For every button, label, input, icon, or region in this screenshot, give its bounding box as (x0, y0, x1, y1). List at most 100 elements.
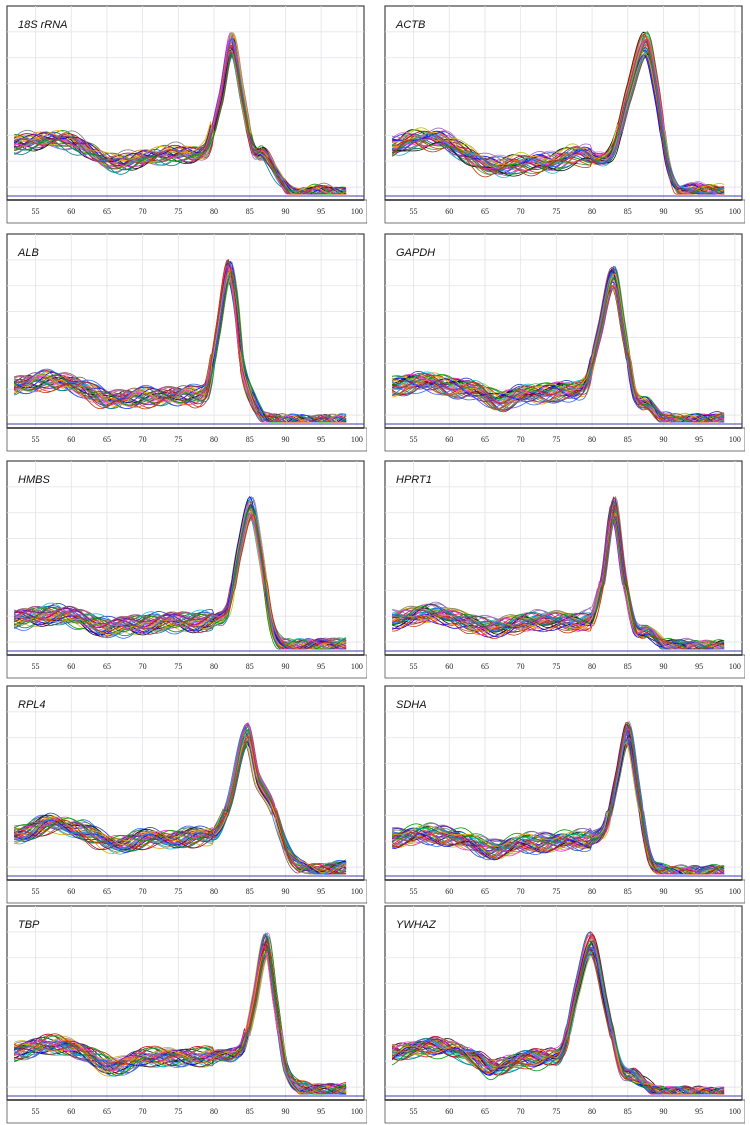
melt-curve-series (392, 518, 725, 650)
x-tick-label: 60 (445, 1107, 453, 1116)
x-tick-label: 60 (67, 207, 75, 216)
x-tick-label: 75 (552, 1107, 560, 1116)
panel-svg: 55 60 65 70 75 80 85 90 95 100 ALB (6, 233, 367, 452)
x-tick-label: 100 (351, 1107, 363, 1116)
x-tick-label: 65 (103, 435, 111, 444)
melt-curve-series (13, 948, 347, 1095)
melt-curve-series (391, 933, 725, 1095)
gene-title: TBP (18, 919, 40, 931)
x-tick-label: 55 (32, 887, 40, 896)
x-tick-label: 90 (281, 887, 289, 896)
melt-curve-series (13, 260, 347, 423)
gene-title: ALB (17, 247, 39, 259)
melt-curve-panel: 55 60 65 70 75 80 85 90 95 100 18S rRNA (4, 0, 367, 224)
melt-curve-series (391, 275, 725, 423)
gene-title: RPL4 (18, 699, 46, 711)
melt-curve-series (392, 516, 725, 650)
x-axis-label-strip (6, 199, 367, 224)
melt-curve-series (13, 500, 347, 650)
x-tick-label: 80 (588, 887, 596, 896)
gene-title: HMBS (18, 474, 50, 486)
x-tick-label: 80 (210, 435, 218, 444)
melt-curve-series (14, 948, 347, 1095)
melt-curve-series (391, 724, 725, 875)
x-axis-label-strip (384, 654, 745, 679)
x-tick-label: 70 (517, 207, 525, 216)
x-tick-label: 90 (281, 662, 289, 671)
x-axis-label-strip (384, 879, 745, 904)
x-tick-label: 95 (317, 1107, 325, 1116)
melt-curve-panel: 55 60 65 70 75 80 85 90 95 100 HMBS (4, 455, 367, 679)
x-tick-label: 70 (517, 887, 525, 896)
x-tick-label: 80 (210, 887, 218, 896)
melt-curve-series (391, 940, 725, 1095)
x-tick-label: 90 (659, 662, 667, 671)
plot-frame (384, 460, 743, 656)
x-tick-label: 80 (588, 435, 596, 444)
x-tick-label: 85 (624, 662, 632, 671)
x-tick-label: 85 (246, 887, 254, 896)
panel-svg: 55 60 65 70 75 80 85 90 95 100 ACTB (384, 5, 745, 224)
x-tick-label: 65 (481, 662, 489, 671)
x-tick-label: 90 (281, 1107, 289, 1116)
x-tick-label: 75 (174, 662, 182, 671)
melt-curve-series (13, 934, 347, 1094)
x-tick-label: 65 (481, 435, 489, 444)
x-tick-label: 75 (552, 435, 560, 444)
x-tick-label: 95 (695, 662, 703, 671)
melt-curve-series (13, 258, 347, 423)
x-tick-label: 65 (481, 207, 489, 216)
x-tick-label: 100 (729, 207, 741, 216)
x-tick-label: 60 (445, 887, 453, 896)
x-tick-label: 60 (445, 662, 453, 671)
x-tick-label: 80 (210, 1107, 218, 1116)
x-tick-label: 70 (517, 435, 525, 444)
x-axis-label-strip (384, 427, 745, 452)
x-tick-label: 90 (659, 1107, 667, 1116)
x-tick-label: 60 (67, 435, 75, 444)
x-tick-label: 100 (351, 207, 363, 216)
melt-curve-series (13, 741, 347, 874)
melt-curve-series (391, 721, 725, 875)
melt-curve-series (391, 727, 725, 875)
x-tick-label: 55 (410, 207, 418, 216)
x-tick-label: 70 (139, 207, 147, 216)
melt-curve-panel: 55 60 65 70 75 80 85 90 95 100 YWHAZ (382, 900, 745, 1124)
melt-curve-series (14, 736, 347, 875)
x-tick-label: 100 (729, 662, 741, 671)
x-tick-label: 55 (32, 207, 40, 216)
melt-curve-series (391, 515, 725, 650)
panel-svg: 55 60 65 70 75 80 85 90 95 100 TBP (6, 905, 367, 1124)
melt-curve-series (14, 39, 347, 195)
melt-curve-series (392, 503, 725, 650)
x-tick-label: 100 (351, 887, 363, 896)
panel-svg: 55 60 65 70 75 80 85 90 95 100 RPL4 (6, 685, 367, 904)
x-tick-label: 75 (552, 207, 560, 216)
x-tick-label: 100 (729, 435, 741, 444)
plot-frame (6, 5, 365, 201)
x-tick-label: 75 (174, 207, 182, 216)
melt-curve-series (391, 723, 725, 875)
x-tick-label: 90 (659, 887, 667, 896)
melt-curve-series (391, 514, 725, 650)
melt-curve-series (391, 33, 725, 195)
x-tick-label: 85 (624, 887, 632, 896)
x-tick-label: 90 (659, 207, 667, 216)
panel-svg: 55 60 65 70 75 80 85 90 95 100 GAPDH (384, 233, 745, 452)
x-axis-label-strip (6, 427, 367, 452)
x-tick-label: 70 (139, 435, 147, 444)
x-axis-label-strip (384, 1099, 745, 1124)
melt-curve-series (14, 272, 347, 423)
x-tick-label: 85 (246, 662, 254, 671)
x-tick-label: 60 (445, 435, 453, 444)
melt-curve-series (391, 285, 725, 423)
x-tick-label: 95 (695, 887, 703, 896)
melt-curve-series (13, 514, 347, 650)
melt-curve-panel: 55 60 65 70 75 80 85 90 95 100 HPRT1 (382, 455, 745, 679)
x-tick-label: 75 (174, 1107, 182, 1116)
x-tick-label: 55 (410, 435, 418, 444)
melt-curve-series (391, 273, 725, 423)
x-tick-label: 60 (67, 1107, 75, 1116)
x-tick-label: 100 (351, 662, 363, 671)
x-tick-label: 65 (103, 1107, 111, 1116)
